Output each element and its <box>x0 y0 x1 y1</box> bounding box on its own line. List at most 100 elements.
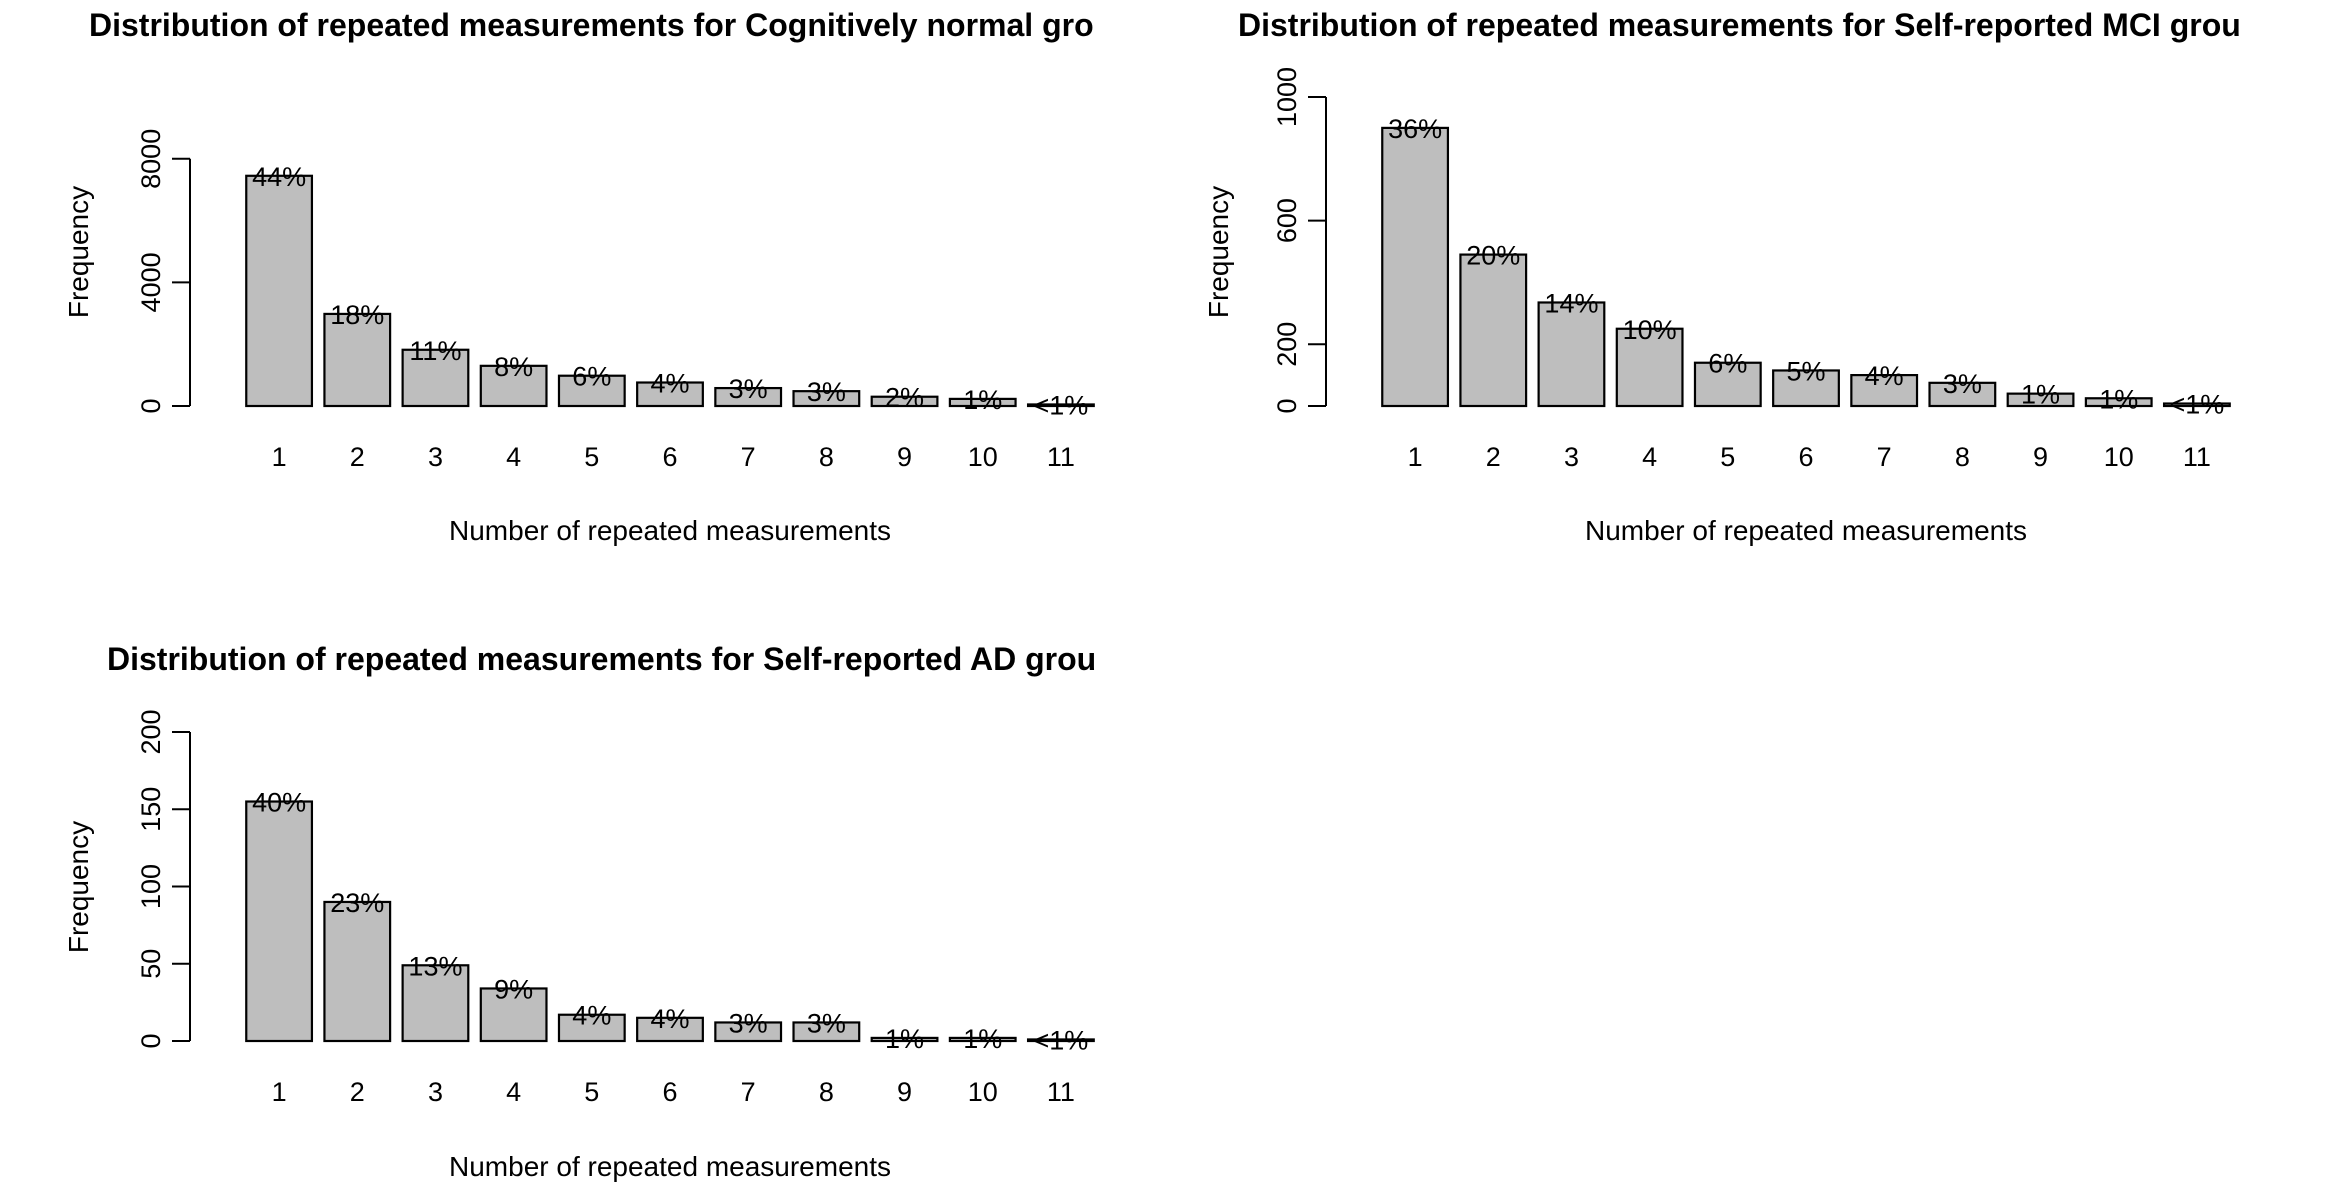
x-tick-label: 1 <box>272 1077 287 1107</box>
bar-data-label: 44% <box>252 162 306 192</box>
bar-data-label: 1% <box>2021 380 2060 410</box>
x-tick-label: 9 <box>897 1077 912 1107</box>
bar <box>1693 361 1762 408</box>
x-tick-label: 7 <box>1877 442 1892 472</box>
bar <box>792 1021 861 1043</box>
bar-data-label: 11% <box>409 336 461 366</box>
bar-data-label: 5% <box>1786 356 1825 386</box>
y-tick-label: 150 <box>136 787 166 832</box>
x-tick-label: 5 <box>584 442 599 472</box>
x-tick-label: 1 <box>1408 442 1423 472</box>
bar <box>557 374 626 408</box>
x-tick-label: 11 <box>1047 1077 1075 1107</box>
x-tick-label: 6 <box>662 442 677 472</box>
bar <box>2084 397 2153 408</box>
y-tick-label: 0 <box>1272 398 1302 413</box>
bar-data-label: 4% <box>572 1001 611 1031</box>
bar <box>1850 374 1919 408</box>
chart-title: Distribution of repeated measurements fo… <box>1238 7 2241 43</box>
bar <box>323 312 392 408</box>
bar-data-label: 1% <box>2099 384 2138 414</box>
bar-data-label: <1% <box>2170 390 2225 420</box>
bar-data-label: 8% <box>494 352 533 382</box>
x-tick-label: 8 <box>1955 442 1970 472</box>
bar <box>714 1021 783 1043</box>
bar <box>1026 403 1095 408</box>
y-axis-label: Frequency <box>63 186 94 318</box>
bar <box>2006 392 2075 408</box>
bar <box>636 381 704 408</box>
x-tick-label: 11 <box>2183 442 2211 472</box>
x-tick-label: 7 <box>741 1077 756 1107</box>
bar-data-label: 6% <box>572 362 611 392</box>
y-tick-label: 50 <box>136 949 166 979</box>
bar-data-label: 2% <box>885 383 924 413</box>
bar-data-label: 4% <box>650 1004 689 1034</box>
bar <box>479 987 548 1043</box>
bar <box>1537 301 1606 408</box>
x-tick-label: 8 <box>819 442 834 472</box>
x-tick-label: 2 <box>350 1077 365 1107</box>
bar-data-label: 3% <box>729 374 768 404</box>
y-tick-label: 600 <box>1272 198 1302 243</box>
x-axis-label: Number of repeated measurements <box>1585 515 2027 546</box>
bar <box>870 395 939 408</box>
bar-data-label: <1% <box>1034 1025 1089 1055</box>
bar-data-label: 10% <box>1623 315 1677 345</box>
bar-data-label: 20% <box>1466 241 1520 271</box>
x-tick-label: 5 <box>1720 442 1735 472</box>
bar-data-label: 13% <box>408 951 462 981</box>
bar-data-label: 4% <box>650 369 689 399</box>
y-tick-label: 200 <box>136 709 166 754</box>
bar <box>401 964 470 1043</box>
bar-data-label: 23% <box>330 888 384 918</box>
bar <box>1615 327 1684 408</box>
x-axis-label: Number of repeated measurements <box>449 515 891 546</box>
x-tick-label: 6 <box>1798 442 1813 472</box>
chart-title: Distribution of repeated measurements fo… <box>89 7 1094 43</box>
bar <box>479 364 548 408</box>
x-tick-label: 3 <box>428 442 443 472</box>
bar <box>1928 381 1997 408</box>
bar-data-label: 1% <box>963 385 1002 415</box>
bar-data-label: 4% <box>1865 361 1904 391</box>
x-tick-label: 9 <box>897 442 912 472</box>
panel-self-reported-ad: Distribution of repeated measurements fo… <box>63 641 1096 1182</box>
x-tick-label: 2 <box>350 442 365 472</box>
bar-data-label: 14% <box>1544 288 1598 318</box>
x-tick-label: 3 <box>428 1077 443 1107</box>
y-tick-label: 4000 <box>136 252 166 312</box>
x-tick-label: 2 <box>1486 442 1501 472</box>
bar <box>948 397 1017 408</box>
y-tick-label: 1000 <box>1272 67 1302 127</box>
bar <box>714 386 783 408</box>
y-tick-label: 0 <box>136 398 166 413</box>
x-axis-label: Number of repeated measurements <box>449 1151 891 1182</box>
bar <box>1772 369 1840 408</box>
panel-self-reported-mci: Distribution of repeated measurements fo… <box>1203 7 2241 546</box>
x-tick-label: 5 <box>584 1077 599 1107</box>
bar <box>323 900 392 1043</box>
bar-data-label: 18% <box>330 300 384 330</box>
bar-data-label: 36% <box>1388 114 1442 144</box>
bar <box>1026 1038 1095 1043</box>
bar <box>401 348 470 408</box>
bar-data-label: <1% <box>1034 390 1089 420</box>
bar-data-label: 9% <box>494 974 533 1004</box>
chart-title: Distribution of repeated measurements fo… <box>107 641 1096 677</box>
y-tick-label: 200 <box>1272 322 1302 367</box>
x-tick-label: 10 <box>968 442 998 472</box>
y-tick-label: 0 <box>136 1033 166 1048</box>
bar <box>557 1013 626 1043</box>
x-tick-label: 6 <box>662 1077 677 1107</box>
x-tick-label: 1 <box>272 442 287 472</box>
bar <box>245 800 314 1043</box>
x-tick-label: 7 <box>741 442 756 472</box>
bar <box>1381 126 1450 408</box>
bar <box>636 1016 704 1043</box>
bar-data-label: 3% <box>807 377 846 407</box>
x-tick-label: 11 <box>1047 442 1075 472</box>
bar-data-label: 3% <box>729 1008 768 1038</box>
x-tick-label: 9 <box>2033 442 2048 472</box>
